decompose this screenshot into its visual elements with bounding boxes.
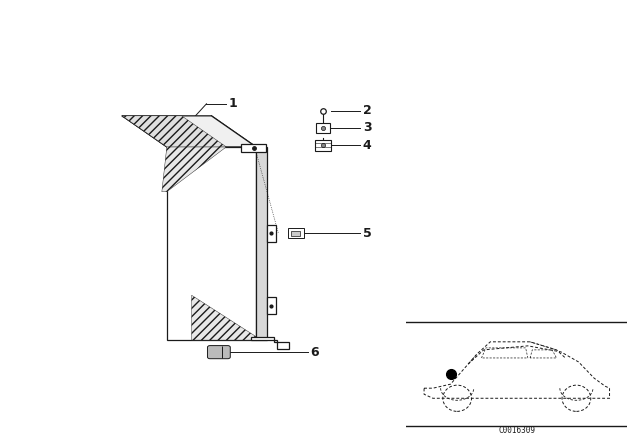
Text: 4: 4: [363, 139, 371, 152]
Text: 1: 1: [229, 97, 237, 110]
Polygon shape: [256, 147, 267, 340]
Text: 3: 3: [363, 121, 371, 134]
Polygon shape: [251, 336, 289, 349]
Bar: [291, 231, 300, 236]
FancyBboxPatch shape: [315, 140, 331, 151]
Text: C0016309: C0016309: [499, 426, 535, 435]
Text: 2: 2: [363, 104, 371, 117]
Text: 6: 6: [310, 346, 319, 359]
Polygon shape: [241, 144, 266, 152]
Text: 5: 5: [363, 227, 371, 240]
Polygon shape: [122, 116, 227, 147]
Polygon shape: [167, 147, 256, 340]
Polygon shape: [267, 224, 276, 242]
FancyBboxPatch shape: [316, 123, 330, 133]
Polygon shape: [191, 295, 256, 340]
FancyBboxPatch shape: [207, 345, 230, 359]
Polygon shape: [267, 297, 276, 314]
Polygon shape: [122, 116, 256, 147]
Bar: [288, 228, 304, 238]
Polygon shape: [162, 147, 227, 192]
